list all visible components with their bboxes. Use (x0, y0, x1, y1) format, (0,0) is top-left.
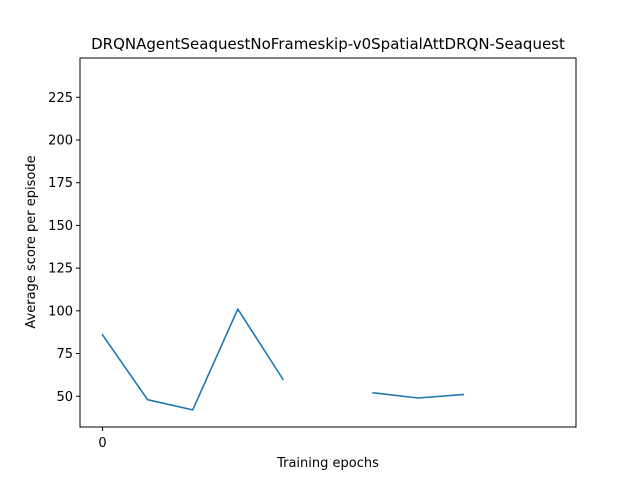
y-tick-label: 225 (48, 91, 73, 106)
x-tick-label: 0 (98, 436, 106, 451)
x-axis-label: Training epochs (276, 456, 379, 471)
y-tick-label: 150 (48, 219, 73, 234)
y-axis-label: Average score per episode (24, 155, 39, 328)
y-tick-label: 200 (48, 134, 73, 149)
plot-frame (79, 57, 577, 428)
plot-area (101, 308, 465, 411)
series-line-segment (101, 308, 285, 411)
y-tick-label: 50 (56, 390, 73, 405)
y-tick-label: 125 (48, 262, 73, 277)
x-axis: 0 (98, 427, 107, 451)
y-tick-label: 175 (48, 176, 73, 191)
y-tick-label: 75 (56, 347, 73, 362)
series-line-segment (372, 391, 465, 399)
y-axis: 50 75 100 125 150 175 200 225 (48, 91, 80, 405)
y-tick-label: 100 (48, 304, 73, 319)
chart-title: DRQNAgentSeaquestNoFrameskip-v0SpatialAt… (91, 35, 565, 53)
